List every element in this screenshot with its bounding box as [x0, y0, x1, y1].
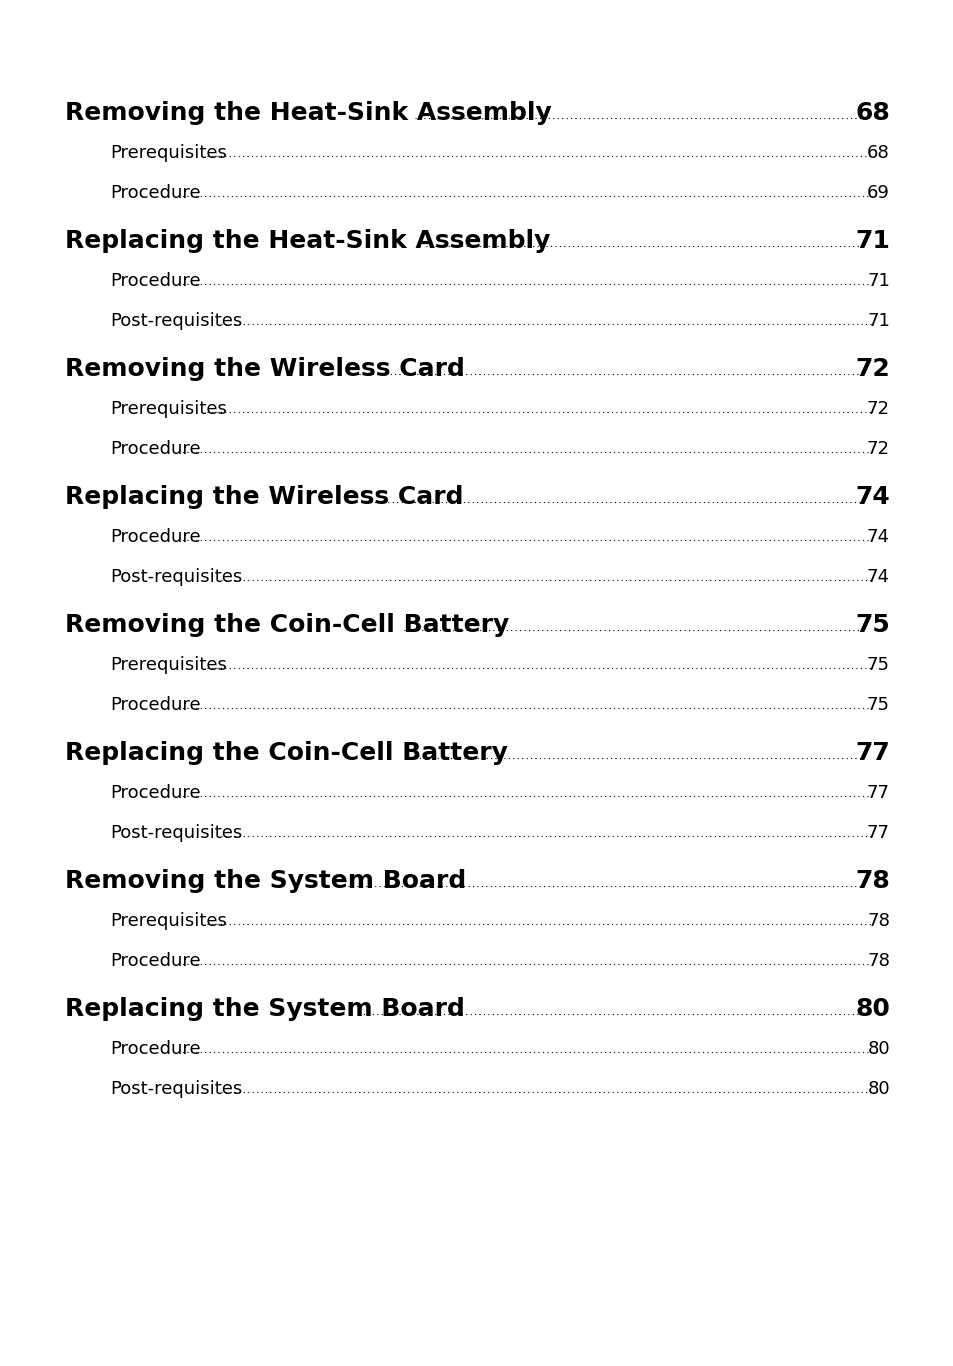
Text: Replacing the Wireless Card: Replacing the Wireless Card: [65, 485, 463, 510]
Text: 80: 80: [866, 1040, 889, 1059]
Text: 72: 72: [866, 400, 889, 418]
Text: 80: 80: [866, 1081, 889, 1098]
Text: 78: 78: [866, 912, 889, 930]
Text: 77: 77: [866, 784, 889, 802]
Text: Replacing the System Board: Replacing the System Board: [65, 997, 464, 1020]
Text: 75: 75: [866, 697, 889, 714]
Text: Procedure: Procedure: [110, 272, 200, 290]
Text: 72: 72: [866, 440, 889, 458]
Text: Replacing the Coin-Cell Battery: Replacing the Coin-Cell Battery: [65, 740, 507, 765]
Text: Procedure: Procedure: [110, 529, 200, 546]
Text: Post-requisites: Post-requisites: [110, 1081, 242, 1098]
Text: Prerequisites: Prerequisites: [110, 912, 227, 930]
Text: Procedure: Procedure: [110, 184, 200, 202]
Text: 71: 71: [854, 229, 889, 253]
Text: Post-requisites: Post-requisites: [110, 824, 242, 841]
Text: 77: 77: [854, 740, 889, 765]
Text: Replacing the Heat-Sink Assembly: Replacing the Heat-Sink Assembly: [65, 229, 550, 253]
Text: Prerequisites: Prerequisites: [110, 656, 227, 673]
Text: Procedure: Procedure: [110, 952, 200, 970]
Text: 71: 71: [866, 311, 889, 331]
Text: 68: 68: [854, 101, 889, 126]
Text: Procedure: Procedure: [110, 440, 200, 458]
Text: Removing the System Board: Removing the System Board: [65, 869, 466, 893]
Text: 74: 74: [866, 568, 889, 586]
Text: Procedure: Procedure: [110, 784, 200, 802]
Text: Removing the Coin-Cell Battery: Removing the Coin-Cell Battery: [65, 613, 509, 637]
Text: 74: 74: [866, 529, 889, 546]
Text: Procedure: Procedure: [110, 697, 200, 714]
Text: 74: 74: [854, 485, 889, 510]
Text: 78: 78: [866, 952, 889, 970]
Text: 75: 75: [866, 656, 889, 673]
Text: 68: 68: [866, 143, 889, 163]
Text: Post-requisites: Post-requisites: [110, 311, 242, 331]
Text: 69: 69: [866, 184, 889, 202]
Text: 71: 71: [866, 272, 889, 290]
Text: Removing the Wireless Card: Removing the Wireless Card: [65, 357, 464, 381]
Text: Prerequisites: Prerequisites: [110, 400, 227, 418]
Text: Removing the Heat-Sink Assembly: Removing the Heat-Sink Assembly: [65, 101, 551, 126]
Text: 80: 80: [854, 997, 889, 1020]
Text: 75: 75: [854, 613, 889, 637]
Text: Post-requisites: Post-requisites: [110, 568, 242, 586]
Text: Procedure: Procedure: [110, 1040, 200, 1059]
Text: 78: 78: [854, 869, 889, 893]
Text: 72: 72: [854, 357, 889, 381]
Text: 77: 77: [866, 824, 889, 841]
Text: Prerequisites: Prerequisites: [110, 143, 227, 163]
